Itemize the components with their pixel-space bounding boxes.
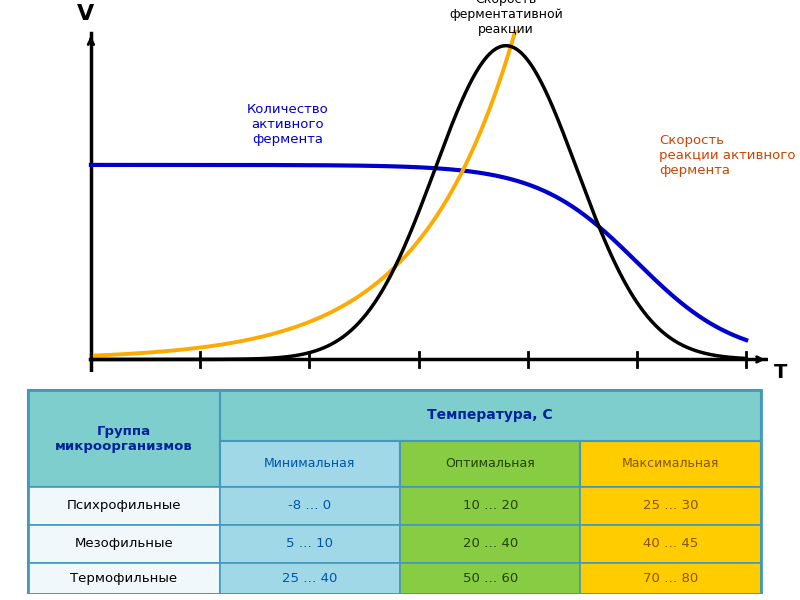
Text: 60: 60 (737, 389, 756, 404)
Bar (400, 563, 581, 594)
Bar (581, 524, 761, 563)
Text: 10 … 20: 10 … 20 (462, 499, 518, 512)
Text: T: T (774, 362, 787, 382)
Bar (219, 487, 400, 524)
Bar (28, 391, 219, 487)
Text: 50: 50 (627, 389, 646, 404)
Text: 30: 30 (409, 389, 428, 404)
Text: Группа
микроорганизмов: Группа микроорганизмов (54, 425, 193, 452)
Bar (400, 487, 581, 524)
Bar (581, 563, 761, 594)
Bar (581, 440, 761, 487)
Text: Оптимальная: Оптимальная (446, 457, 535, 470)
Text: Психрофильные: Психрофильные (66, 499, 181, 512)
Bar (219, 440, 400, 487)
Text: 20 … 40: 20 … 40 (462, 537, 518, 550)
Text: 20: 20 (300, 389, 319, 404)
Text: 25 … 30: 25 … 30 (643, 499, 698, 512)
Bar (28, 524, 219, 563)
Text: Скорость
реакции активного
фермента: Скорость реакции активного фермента (658, 134, 795, 177)
Text: 10: 10 (190, 389, 210, 404)
Text: Мезофильные: Мезофильные (74, 537, 173, 550)
Bar (28, 563, 219, 594)
Bar (400, 440, 581, 487)
Text: Термофильные: Термофильные (70, 572, 178, 585)
Bar (400, 524, 581, 563)
Text: 70 … 80: 70 … 80 (643, 572, 698, 585)
Text: Количество
активного
фермента: Количество активного фермента (246, 103, 328, 146)
Text: 25 … 40: 25 … 40 (282, 572, 338, 585)
Text: 0: 0 (86, 389, 96, 404)
Text: -8 … 0: -8 … 0 (288, 499, 331, 512)
Text: Скорость
ферментативной
реакции: Скорость ферментативной реакции (449, 0, 562, 36)
Text: 5 … 10: 5 … 10 (286, 537, 334, 550)
Bar (219, 391, 761, 440)
Text: 40 … 45: 40 … 45 (643, 537, 698, 550)
Text: Температура, С: Температура, С (427, 409, 553, 422)
Text: V: V (77, 4, 94, 24)
Text: 40: 40 (518, 389, 538, 404)
Text: 50 … 60: 50 … 60 (462, 572, 518, 585)
Bar (28, 487, 219, 524)
Text: Минимальная: Минимальная (264, 457, 355, 470)
Bar (219, 563, 400, 594)
Bar (581, 487, 761, 524)
Text: Максимальная: Максимальная (622, 457, 719, 470)
Bar (219, 524, 400, 563)
